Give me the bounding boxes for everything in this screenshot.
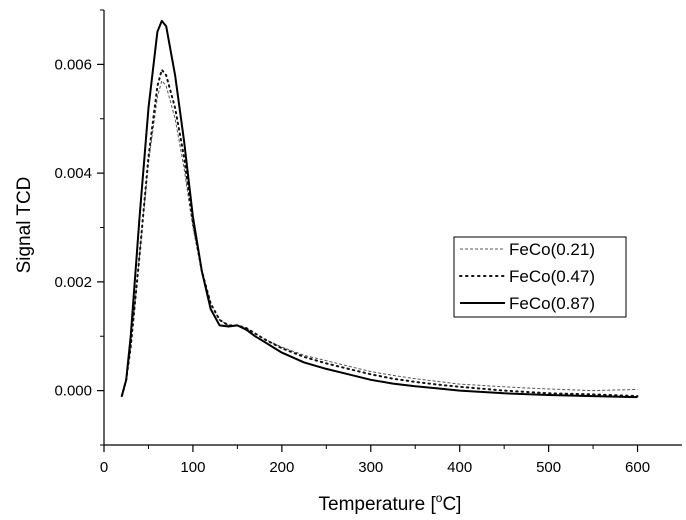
legend-label-feco-087: FeCo(0.87) [509, 294, 595, 313]
legend-label-feco-047: FeCo(0.47) [509, 267, 595, 286]
legend: FeCo(0.21) FeCo(0.47) FeCo(0.87) [453, 236, 627, 318]
x-axis-label-superscript: o [436, 491, 443, 505]
x-axis-label: Temperature [oC] [319, 491, 462, 515]
y-tick-label: 0.004 [54, 165, 92, 182]
axis-ticks: 0 100 200 300 400 500 600 0.000 0.002 0.004 0.006 [54, 9, 650, 476]
y-tick-label: 0.006 [54, 56, 92, 73]
y-axis-label: Signal TCD [14, 177, 35, 274]
x-tick-label: 200 [269, 459, 294, 476]
x-tick-label: 600 [625, 459, 650, 476]
x-tick-label: 400 [447, 459, 472, 476]
series-line-feco-0-87 [120, 19, 638, 399]
series-line-feco-0-47 [120, 68, 639, 398]
x-tick-label: 100 [180, 459, 205, 476]
series-group [120, 19, 639, 399]
y-tick-label: 0.002 [54, 274, 92, 291]
x-tick-label: 0 [100, 459, 108, 476]
x-tick-label: 300 [358, 459, 383, 476]
y-tick-label: 0.000 [54, 383, 92, 400]
legend-label-feco-021: FeCo(0.21) [509, 240, 595, 259]
x-tick-label: 500 [536, 459, 561, 476]
